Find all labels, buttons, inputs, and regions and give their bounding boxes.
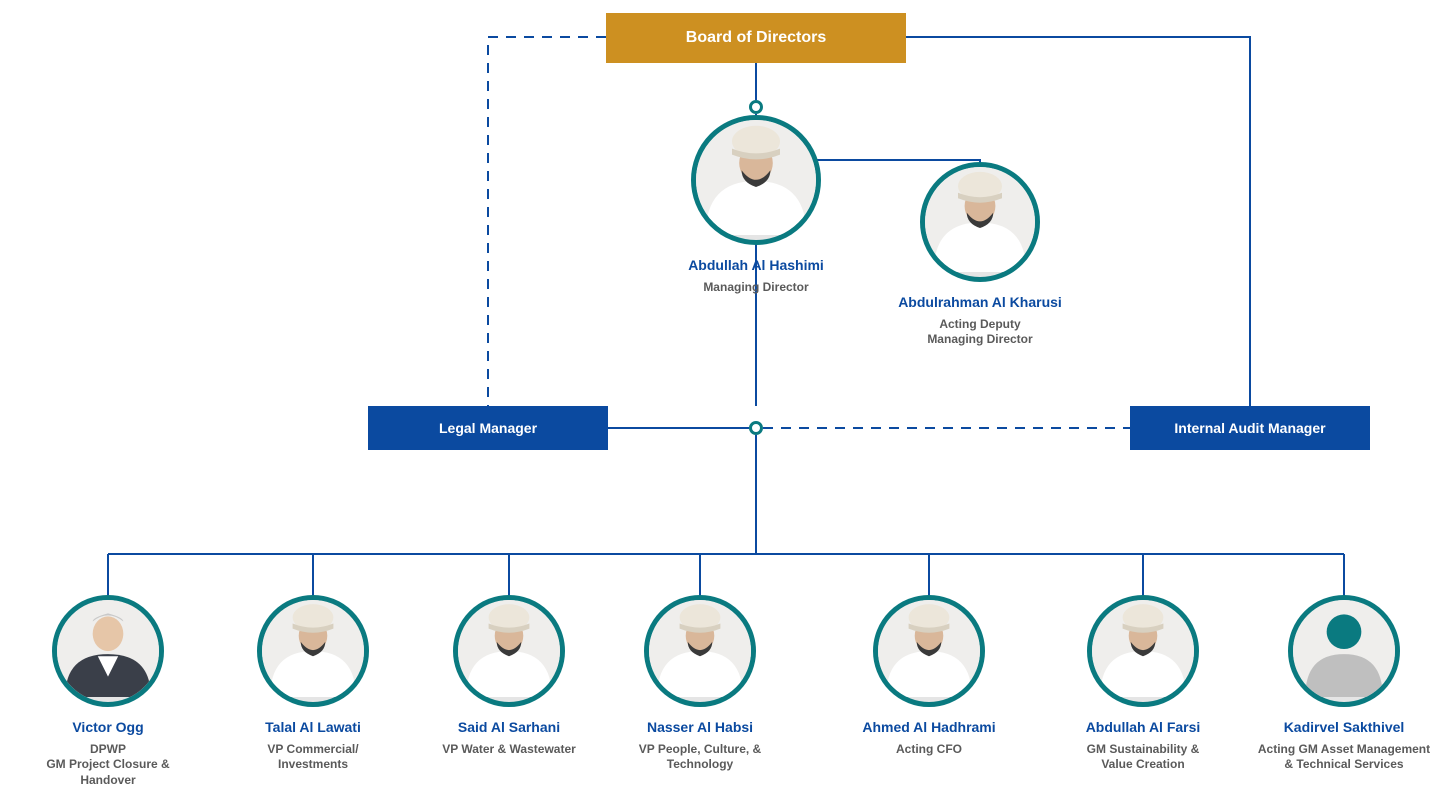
team-member-card: Said Al Sarhani VP Water & Wastewater <box>409 595 609 757</box>
team-member-title: Acting GM Asset Management & Technical S… <box>1258 742 1430 773</box>
team-member-title: VP Water & Wastewater <box>442 742 576 758</box>
team-member-title: VP Commercial/ Investments <box>267 742 358 773</box>
managing-director-name: Abdullah Al Hashimi <box>688 257 824 274</box>
team-member-title: DPWP GM Project Closure & Handover <box>46 742 169 789</box>
connector-joint <box>749 421 763 435</box>
managing-director-photo <box>691 115 821 245</box>
team-member-photo <box>1087 595 1199 707</box>
team-member-photo <box>453 595 565 707</box>
team-member-card: Ahmed Al Hadhrami Acting CFO <box>829 595 1029 757</box>
team-member-title: Acting CFO <box>896 742 962 758</box>
team-member-photo <box>257 595 369 707</box>
team-member-name: Nasser Al Habsi <box>647 719 753 736</box>
team-member-name: Abdullah Al Farsi <box>1086 719 1201 736</box>
team-member-photo <box>52 595 164 707</box>
internal-audit-manager-box: Internal Audit Manager <box>1130 406 1370 450</box>
team-member-name: Kadirvel Sakthivel <box>1284 719 1405 736</box>
deputy-managing-director-photo <box>920 162 1040 282</box>
team-member-card: Talal Al Lawati VP Commercial/ Investment… <box>213 595 413 773</box>
managing-director-card: Abdullah Al Hashimi Managing Director <box>656 115 856 295</box>
team-member-title: GM Sustainability & Value Creation <box>1087 742 1200 773</box>
deputy-managing-director-title: Acting Deputy Managing Director <box>927 317 1032 348</box>
team-member-title: VP People, Culture, & Technology <box>639 742 761 773</box>
team-member-card: Abdullah Al Farsi GM Sustainability & Val… <box>1043 595 1243 773</box>
team-member-photo <box>873 595 985 707</box>
team-member-name: Ahmed Al Hadhrami <box>862 719 995 736</box>
internal-audit-manager-label: Internal Audit Manager <box>1174 420 1325 436</box>
team-member-name: Victor Ogg <box>72 719 143 736</box>
team-member-photo <box>1288 595 1400 707</box>
board-of-directors-box: Board of Directors <box>606 13 906 63</box>
deputy-managing-director-name: Abdulrahman Al Kharusi <box>898 294 1062 311</box>
org-chart: Board of Directors Legal Manager Interna… <box>0 0 1448 794</box>
legal-manager-box: Legal Manager <box>368 406 608 450</box>
team-member-card: Nasser Al Habsi VP People, Culture, & Tec… <box>600 595 800 773</box>
team-member-card: Kadirvel Sakthivel Acting GM Asset Manage… <box>1244 595 1444 773</box>
connector-joint <box>749 100 763 114</box>
team-member-name: Talal Al Lawati <box>265 719 361 736</box>
deputy-managing-director-card: Abdulrahman Al Kharusi Acting Deputy Man… <box>880 162 1080 348</box>
managing-director-title: Managing Director <box>703 280 808 296</box>
team-member-card: Victor Ogg DPWP GM Project Closure & Hand… <box>8 595 208 789</box>
team-member-photo <box>644 595 756 707</box>
legal-manager-label: Legal Manager <box>439 420 537 436</box>
team-member-name: Said Al Sarhani <box>458 719 560 736</box>
board-label: Board of Directors <box>686 29 826 47</box>
